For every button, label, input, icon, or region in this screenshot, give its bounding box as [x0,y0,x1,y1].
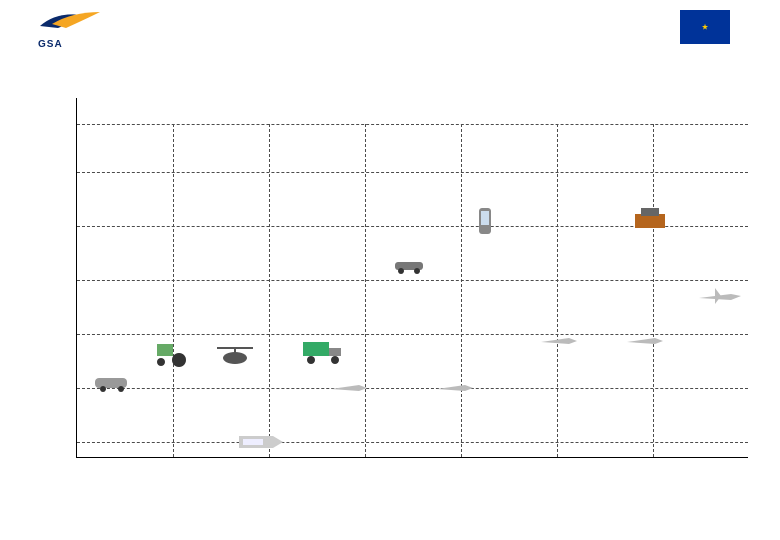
grid-v [269,124,270,457]
gsa-logo: GSA [38,6,108,50]
grid-v [653,124,654,457]
region-gps [525,98,749,457]
grid-h [77,442,748,443]
plane-icon [697,284,741,308]
plane-small-icon [435,378,475,398]
grid-v [557,124,558,457]
gsa-swoosh-icon [38,6,108,36]
eu-flag-icon: ⋆ [680,10,730,44]
grid-h [77,172,748,173]
slide-header: GSA ⋆ [0,0,780,50]
region-egnos [301,98,525,457]
phone-icon [471,206,501,238]
grid-v [461,124,462,457]
slide-page: GSA ⋆ [0,0,780,540]
plane-small-icon [539,330,579,352]
grid-h-top [77,124,748,125]
opportunity-chart [28,98,748,488]
eu-stars-icon: ⋆ [700,17,710,37]
grid-v [365,124,366,457]
gsa-logo-text: GSA [38,39,108,50]
region-galileo [77,98,301,457]
container-icon [633,206,671,234]
truck-icon [299,338,347,366]
plane-small-icon [625,330,665,352]
car-icon [391,254,427,276]
car-icon [91,372,135,394]
grid-v [173,124,174,457]
train-icon [235,430,285,452]
y-axis-title [28,98,76,111]
grid-h [77,388,748,389]
plane-small-icon [329,378,369,398]
grid-h [77,280,748,281]
plot-area [76,98,748,458]
helicopter-icon [213,344,261,368]
tractor-icon [151,338,191,368]
